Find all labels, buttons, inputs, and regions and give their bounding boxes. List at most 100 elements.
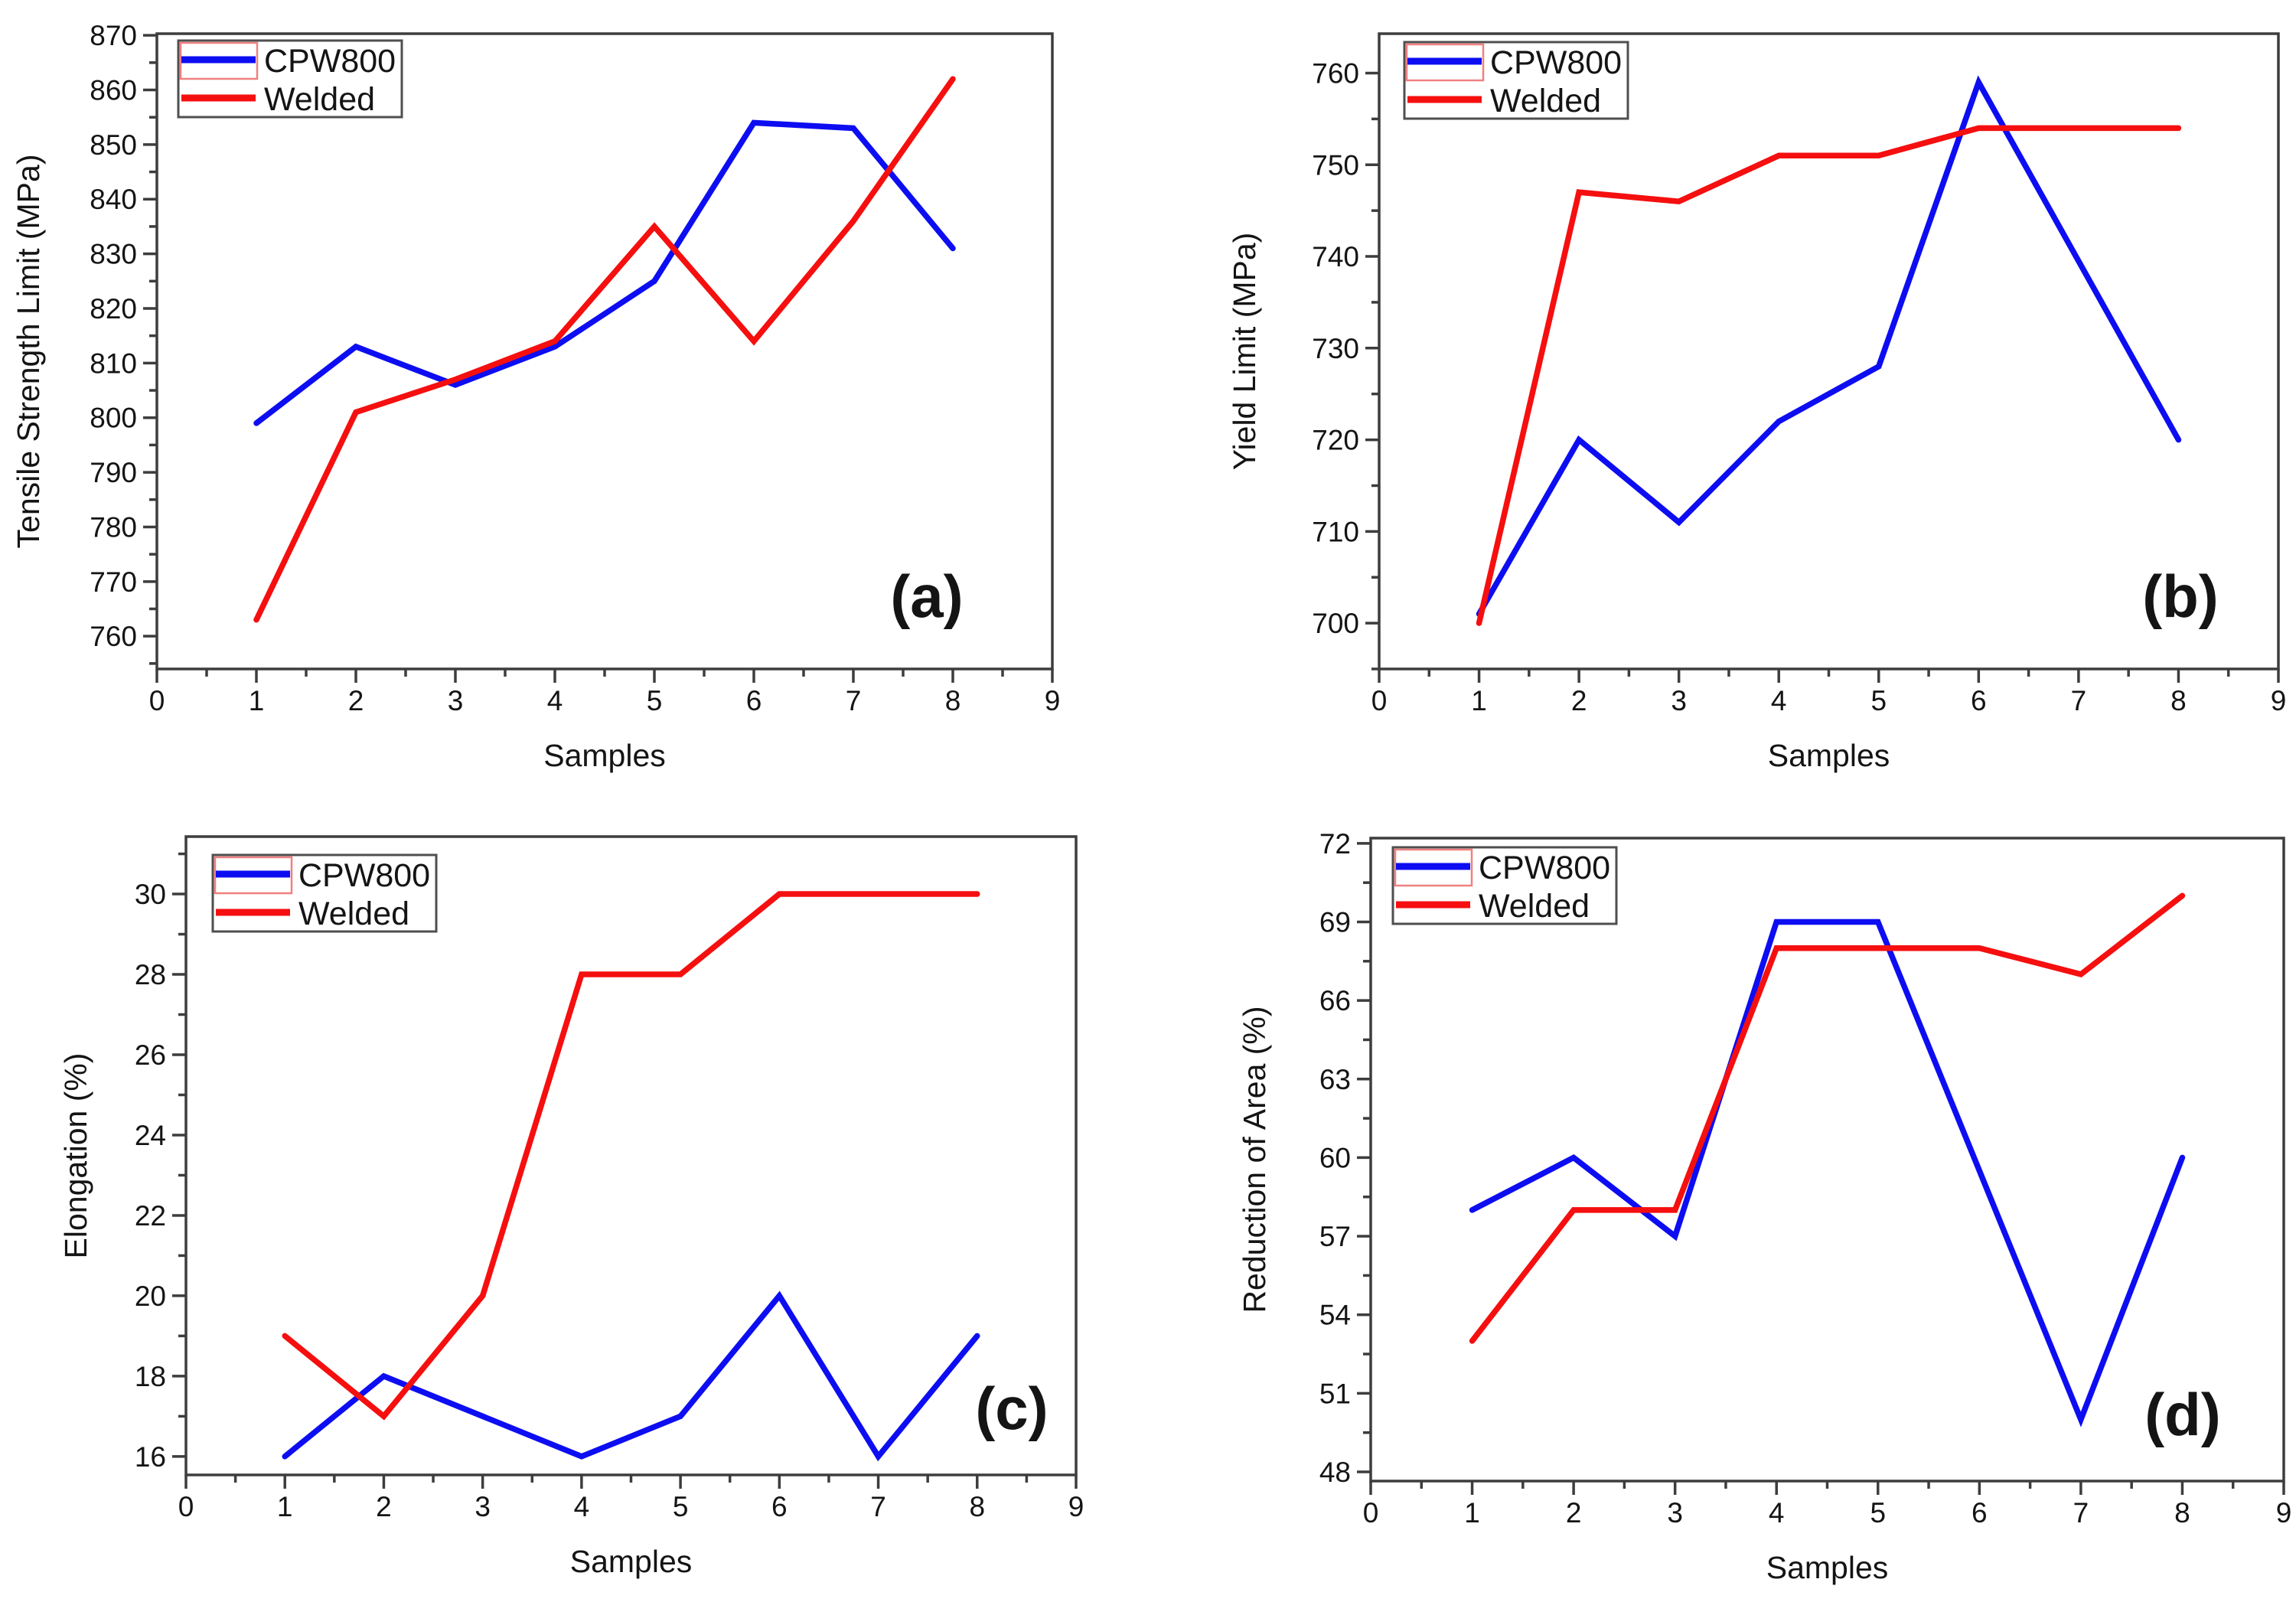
y-tick-label: 840 — [90, 184, 137, 215]
x-tick-label: 1 — [249, 685, 265, 716]
x-tick-label: 4 — [574, 1491, 590, 1522]
y-tick-label: 850 — [90, 129, 137, 161]
x-tick-label: 7 — [846, 685, 862, 716]
x-axis-title: Samples — [543, 738, 666, 773]
panel-letter-a: (a) — [890, 563, 963, 630]
y-tick-label: 69 — [1319, 906, 1351, 938]
x-tick-label: 6 — [1971, 685, 1987, 716]
series-line-cpw800 — [1469, 918, 2186, 1427]
x-tick-label: 2 — [376, 1491, 392, 1522]
y-tick-label: 770 — [90, 566, 137, 598]
y-tick-label: 30 — [135, 879, 166, 910]
x-tick-label: 0 — [149, 685, 165, 716]
x-tick-label: 6 — [746, 685, 762, 716]
x-axis-title: Samples — [570, 1544, 693, 1579]
y-tick-label: 750 — [1312, 149, 1359, 181]
x-tick-label: 6 — [771, 1491, 788, 1522]
y-tick-label: 740 — [1312, 241, 1359, 272]
y-tick-label: 63 — [1319, 1064, 1351, 1095]
x-tick-label: 4 — [547, 685, 563, 716]
chart-panel-c: 0 1 2 3 4 5 6 7 8 9 16 18 20 22 24 26 28 30 Samples Elongat… — [0, 808, 1148, 1615]
plot-frame — [155, 32, 1054, 670]
x-tick-label: 9 — [1068, 1491, 1084, 1522]
chart-panel-b: 0 1 2 3 4 5 6 7 8 9 700 710 720 730 740 750 760 Samples Yi… — [1148, 0, 2296, 808]
x-tick-label: 3 — [475, 1491, 491, 1522]
series-line-cpw800 — [1476, 75, 2182, 617]
chart-c: 0 1 2 3 4 5 6 7 8 9 16 18 20 22 24 26 28 30 Samples Elongat… — [58, 835, 1084, 1579]
x-tick-label: 1 — [277, 1491, 293, 1522]
panel-letter-b: (b) — [2142, 563, 2219, 630]
y-tick-label: 760 — [90, 621, 137, 652]
legend-label-cpw800: CPW800 — [1479, 850, 1610, 886]
y-tick-label: 16 — [135, 1441, 166, 1473]
chart-b-axes: 0 1 2 3 4 5 6 7 8 9 700 710 720 730 740 750 760 — [1312, 32, 2287, 716]
x-tick-label: 8 — [969, 1491, 985, 1522]
y-tick-label: 66 — [1319, 985, 1351, 1016]
y-tick-label: 51 — [1319, 1378, 1351, 1409]
y-tick-label: 26 — [135, 1039, 166, 1071]
x-tick-label: 3 — [1667, 1497, 1683, 1529]
x-tick-label: 9 — [2276, 1497, 2292, 1529]
x-tick-label: 3 — [1671, 685, 1687, 716]
x-tick-label: 0 — [178, 1491, 194, 1522]
x-tick-label: 0 — [1371, 685, 1388, 716]
x-tick-label: 9 — [2271, 685, 2287, 716]
plot-frame — [1378, 32, 2280, 670]
y-tick-label: 760 — [1312, 58, 1359, 90]
legend-label-welded: Welded — [298, 896, 409, 932]
legend-label-cpw800: CPW800 — [264, 43, 396, 80]
chart-c-series — [282, 891, 980, 1462]
panel-letter-d: (d) — [2144, 1381, 2221, 1448]
series-line-welded — [282, 891, 980, 1421]
legend-artifact-rect — [1405, 43, 1485, 82]
x-tick-label: 1 — [1464, 1497, 1480, 1529]
series-line-welded — [253, 76, 956, 623]
x-tick-label: 0 — [1363, 1497, 1379, 1529]
legend-label-welded: Welded — [1479, 888, 1590, 925]
x-tick-label: 5 — [1870, 685, 1887, 716]
plot-frame — [184, 835, 1078, 1476]
y-tick-label: 810 — [90, 347, 137, 379]
x-axis-title: Samples — [1766, 1550, 1889, 1585]
plot-frame — [1369, 837, 2285, 1483]
x-tick-label: 7 — [2071, 685, 2087, 716]
y-tick-label: 72 — [1319, 828, 1351, 860]
y-tick-label: 830 — [90, 239, 137, 270]
y-tick-label: 870 — [90, 20, 137, 51]
chart-b-series — [1476, 75, 2182, 626]
x-tick-label: 2 — [1566, 1497, 1582, 1529]
y-tick-label: 700 — [1312, 608, 1359, 639]
x-tick-label: 8 — [945, 685, 961, 716]
x-tick-label: 8 — [2170, 685, 2187, 716]
y-tick-label: 20 — [135, 1281, 166, 1312]
x-tick-label: 7 — [2073, 1497, 2089, 1529]
chart-a-axes: 0 1 2 3 4 5 6 7 8 9 760 770 780 790 800 810 820 830 840 850… — [90, 20, 1060, 716]
y-tick-label: 730 — [1312, 333, 1359, 364]
legend-artifact-rect — [179, 41, 259, 80]
legend-label-welded: Welded — [1490, 83, 1601, 119]
legend-artifact-rect — [1394, 848, 1473, 887]
y-tick-label: 860 — [90, 75, 137, 106]
y-tick-label: 720 — [1312, 425, 1359, 456]
x-tick-label: 4 — [1769, 1497, 1785, 1529]
x-tick-label: 5 — [647, 685, 663, 716]
y-axis-title: Tensile Strength Limit (MPa) — [11, 155, 46, 549]
y-axis-title: Reduction of Area (%) — [1237, 1006, 1272, 1313]
chart-b: 0 1 2 3 4 5 6 7 8 9 700 710 720 730 740 750 760 Samples Yi… — [1227, 32, 2287, 773]
y-tick-label: 820 — [90, 293, 137, 325]
y-tick-label: 48 — [1319, 1457, 1351, 1488]
y-tick-label: 710 — [1312, 516, 1359, 547]
x-tick-label: 4 — [1771, 685, 1787, 716]
series-line-welded — [1476, 125, 2182, 626]
x-tick-label: 8 — [2174, 1497, 2190, 1529]
chart-a: 0 1 2 3 4 5 6 7 8 9 760 770 780 790 800 810 820 830 840 850… — [11, 20, 1060, 773]
legend-label-welded: Welded — [264, 81, 375, 118]
series-line-cpw800 — [282, 1290, 980, 1462]
chart-panel-d: 0 1 2 3 4 5 6 7 8 9 48 51 54 57 60 63 66 69 72 Samples Reduc… — [1148, 808, 2296, 1615]
legend-label-cpw800: CPW800 — [1490, 44, 1622, 81]
series-line-cpw800 — [253, 119, 956, 426]
chart-a-series — [253, 76, 956, 623]
legend-label-cpw800: CPW800 — [298, 857, 430, 894]
